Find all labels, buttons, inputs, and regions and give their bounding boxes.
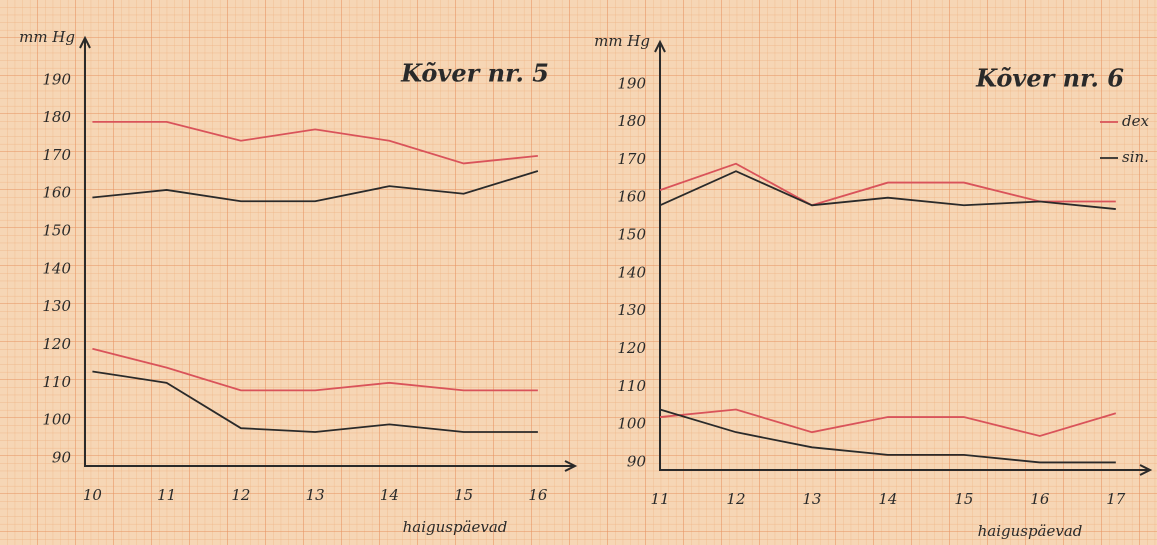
y-axis-label: mm Hg [594, 32, 650, 50]
x-tick-label: 14 [878, 490, 897, 508]
x-tick-label: 13 [306, 486, 325, 504]
y-tick-label: 130 [617, 301, 646, 319]
y-tick-label: 120 [617, 339, 646, 357]
y-tick-label: 90 [627, 452, 647, 470]
y-tick-label: 90 [52, 448, 72, 466]
x-tick-label: 15 [954, 490, 973, 508]
y-axis-label: mm Hg [19, 28, 75, 46]
x-tick-label: 10 [83, 486, 103, 504]
x-tick-label: 17 [1106, 490, 1126, 508]
y-tick-label: 130 [42, 297, 71, 315]
y-tick-label: 100 [42, 411, 71, 429]
x-tick-label: 16 [1030, 490, 1050, 508]
y-tick-label: 110 [617, 377, 646, 395]
x-tick-label: 11 [650, 490, 669, 508]
y-tick-label: 150 [42, 222, 71, 240]
y-tick-label: 140 [42, 259, 71, 277]
x-tick-label: 14 [380, 486, 399, 504]
x-axis-label: haiguspäevad [978, 522, 1083, 540]
x-tick-label: 15 [454, 486, 473, 504]
page: 90 100 110 120 130 140 150 160 170 180 190 10 11 12 13… [0, 0, 1157, 545]
y-tick-label: 170 [617, 150, 646, 168]
x-tick-label: 12 [726, 490, 745, 508]
y-tick-label: 160 [617, 188, 646, 206]
chart-title: Kõver nr. 6 [975, 64, 1124, 93]
x-tick-label: 13 [802, 490, 821, 508]
x-axis-label: haiguspäevad [403, 518, 508, 536]
y-tick-label: 170 [42, 146, 71, 164]
y-tick-label: 190 [42, 70, 71, 88]
x-tick-label: 11 [157, 486, 176, 504]
y-tick-label: 160 [42, 184, 71, 202]
y-tick-label: 120 [42, 335, 71, 353]
y-tick-label: 180 [42, 108, 71, 126]
y-tick-label: 190 [617, 74, 646, 92]
chart-title: Kõver nr. 5 [400, 59, 549, 88]
y-tick-label: 150 [617, 226, 646, 244]
chart: 90 100 110 120 130 140 150 160 170 180 190 10 11 12 13… [0, 0, 1157, 545]
y-tick-label: 180 [617, 112, 646, 130]
x-tick-label: 12 [231, 486, 250, 504]
y-tick-label: 110 [42, 373, 71, 391]
legend-label: sin. [1122, 148, 1149, 166]
y-tick-label: 140 [617, 263, 646, 281]
y-tick-label: 100 [617, 415, 646, 433]
x-tick-label: 16 [528, 486, 548, 504]
legend-label: dex [1122, 112, 1149, 130]
